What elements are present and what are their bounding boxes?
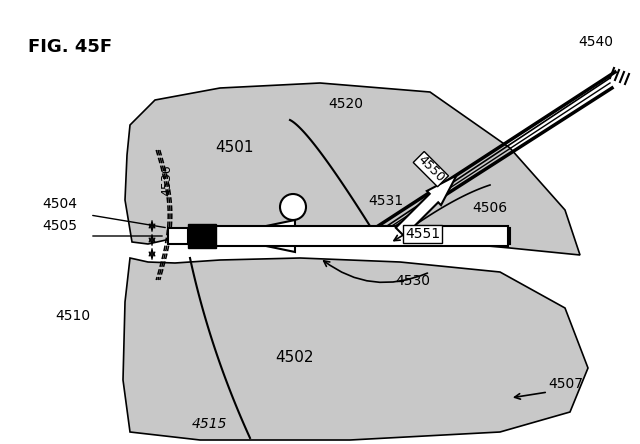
Polygon shape (218, 220, 510, 252)
Circle shape (280, 194, 306, 220)
Text: 4530: 4530 (395, 274, 430, 288)
Bar (168, 228, 188, 244)
Text: 4520: 4520 (328, 97, 363, 111)
Text: 4506: 4506 (472, 201, 507, 215)
Polygon shape (123, 258, 588, 440)
Text: 4515: 4515 (192, 417, 227, 431)
Polygon shape (125, 83, 580, 255)
Polygon shape (396, 175, 456, 236)
Text: 4501: 4501 (215, 140, 253, 155)
Text: 4536: 4536 (160, 164, 173, 196)
Text: 4504: 4504 (42, 197, 77, 211)
Bar (188, 224, 216, 248)
Bar (193, 226, 508, 246)
Text: FIG. 45F: FIG. 45F (28, 38, 112, 56)
Text: 4502: 4502 (275, 350, 314, 365)
Text: 4510: 4510 (55, 309, 90, 323)
Text: 4507: 4507 (548, 377, 583, 391)
Text: 4505: 4505 (42, 219, 77, 233)
Text: 4550: 4550 (415, 153, 447, 185)
Text: 4531: 4531 (368, 194, 403, 208)
Text: 4540: 4540 (578, 35, 613, 49)
Text: 4551: 4551 (405, 227, 440, 241)
